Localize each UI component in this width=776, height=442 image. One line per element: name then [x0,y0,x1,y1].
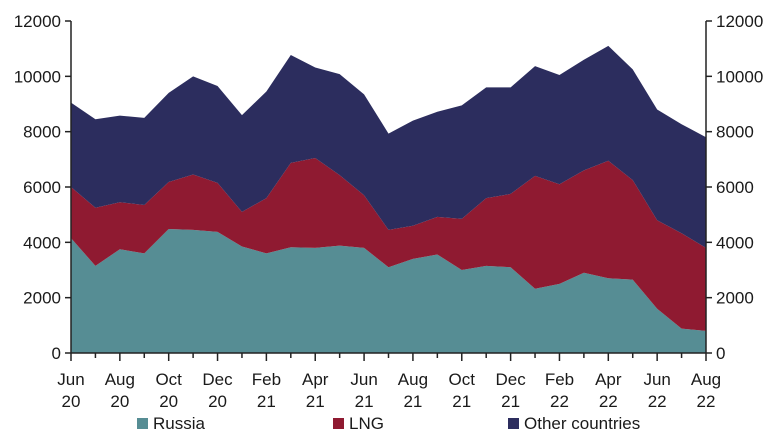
left-y-tick-label: 8000 [23,123,61,142]
right-y-tick-label: 4000 [716,233,754,252]
area-other-countries [71,45,706,248]
legend-label-lng: LNG [349,414,384,433]
legend: Russia LNG Other countries [137,414,640,433]
x-tick-label: Jun 21 [350,370,377,411]
right-y-tick-label: 2000 [716,289,754,308]
x-tick-label: Apr 21 [302,370,329,411]
tick-group: 0 0 2000 2000 4000 4000 6000 6000 8000 8000 10000 1… [14,12,764,411]
left-y-tick-label: 12000 [14,12,61,31]
right-y-tick-label: 6000 [716,178,754,197]
area-series-group [71,45,706,353]
right-y-tick-label: 12000 [716,12,763,31]
x-tick-label: Oct 20 [155,370,182,411]
area-lng [71,157,706,331]
left-y-tick-label: 0 [52,344,61,363]
area-russia [71,229,706,353]
x-tick-label: Apr 22 [595,370,622,411]
left-y-tick-label: 4000 [23,233,61,252]
left-y-tick-label: 2000 [23,289,61,308]
x-tick-label: Jun 20 [57,370,84,411]
x-tick-label: Feb 22 [545,370,574,411]
x-tick-label: Aug 21 [398,370,428,411]
legend-swatch-other-countries [508,418,519,429]
legend-swatch-russia [137,418,148,429]
x-tick-label: Feb 21 [252,370,281,411]
x-tick-label: Dec 20 [202,370,233,411]
right-y-tick-label: 10000 [716,67,763,86]
x-tick-label: Aug 20 [105,370,135,411]
x-tick-label: Dec 21 [495,370,526,411]
left-y-tick-label: 10000 [14,67,61,86]
x-tick-label: Jun 22 [643,370,670,411]
x-tick-label: Aug 22 [691,370,721,411]
left-y-tick-label: 6000 [23,178,61,197]
x-tick-label: Oct 21 [449,370,476,411]
legend-label-russia: Russia [153,414,206,433]
right-y-tick-label: 8000 [716,123,754,142]
legend-label-other-countries: Other countries [524,414,640,433]
legend-swatch-lng [333,418,344,429]
right-y-tick-label: 0 [716,344,725,363]
